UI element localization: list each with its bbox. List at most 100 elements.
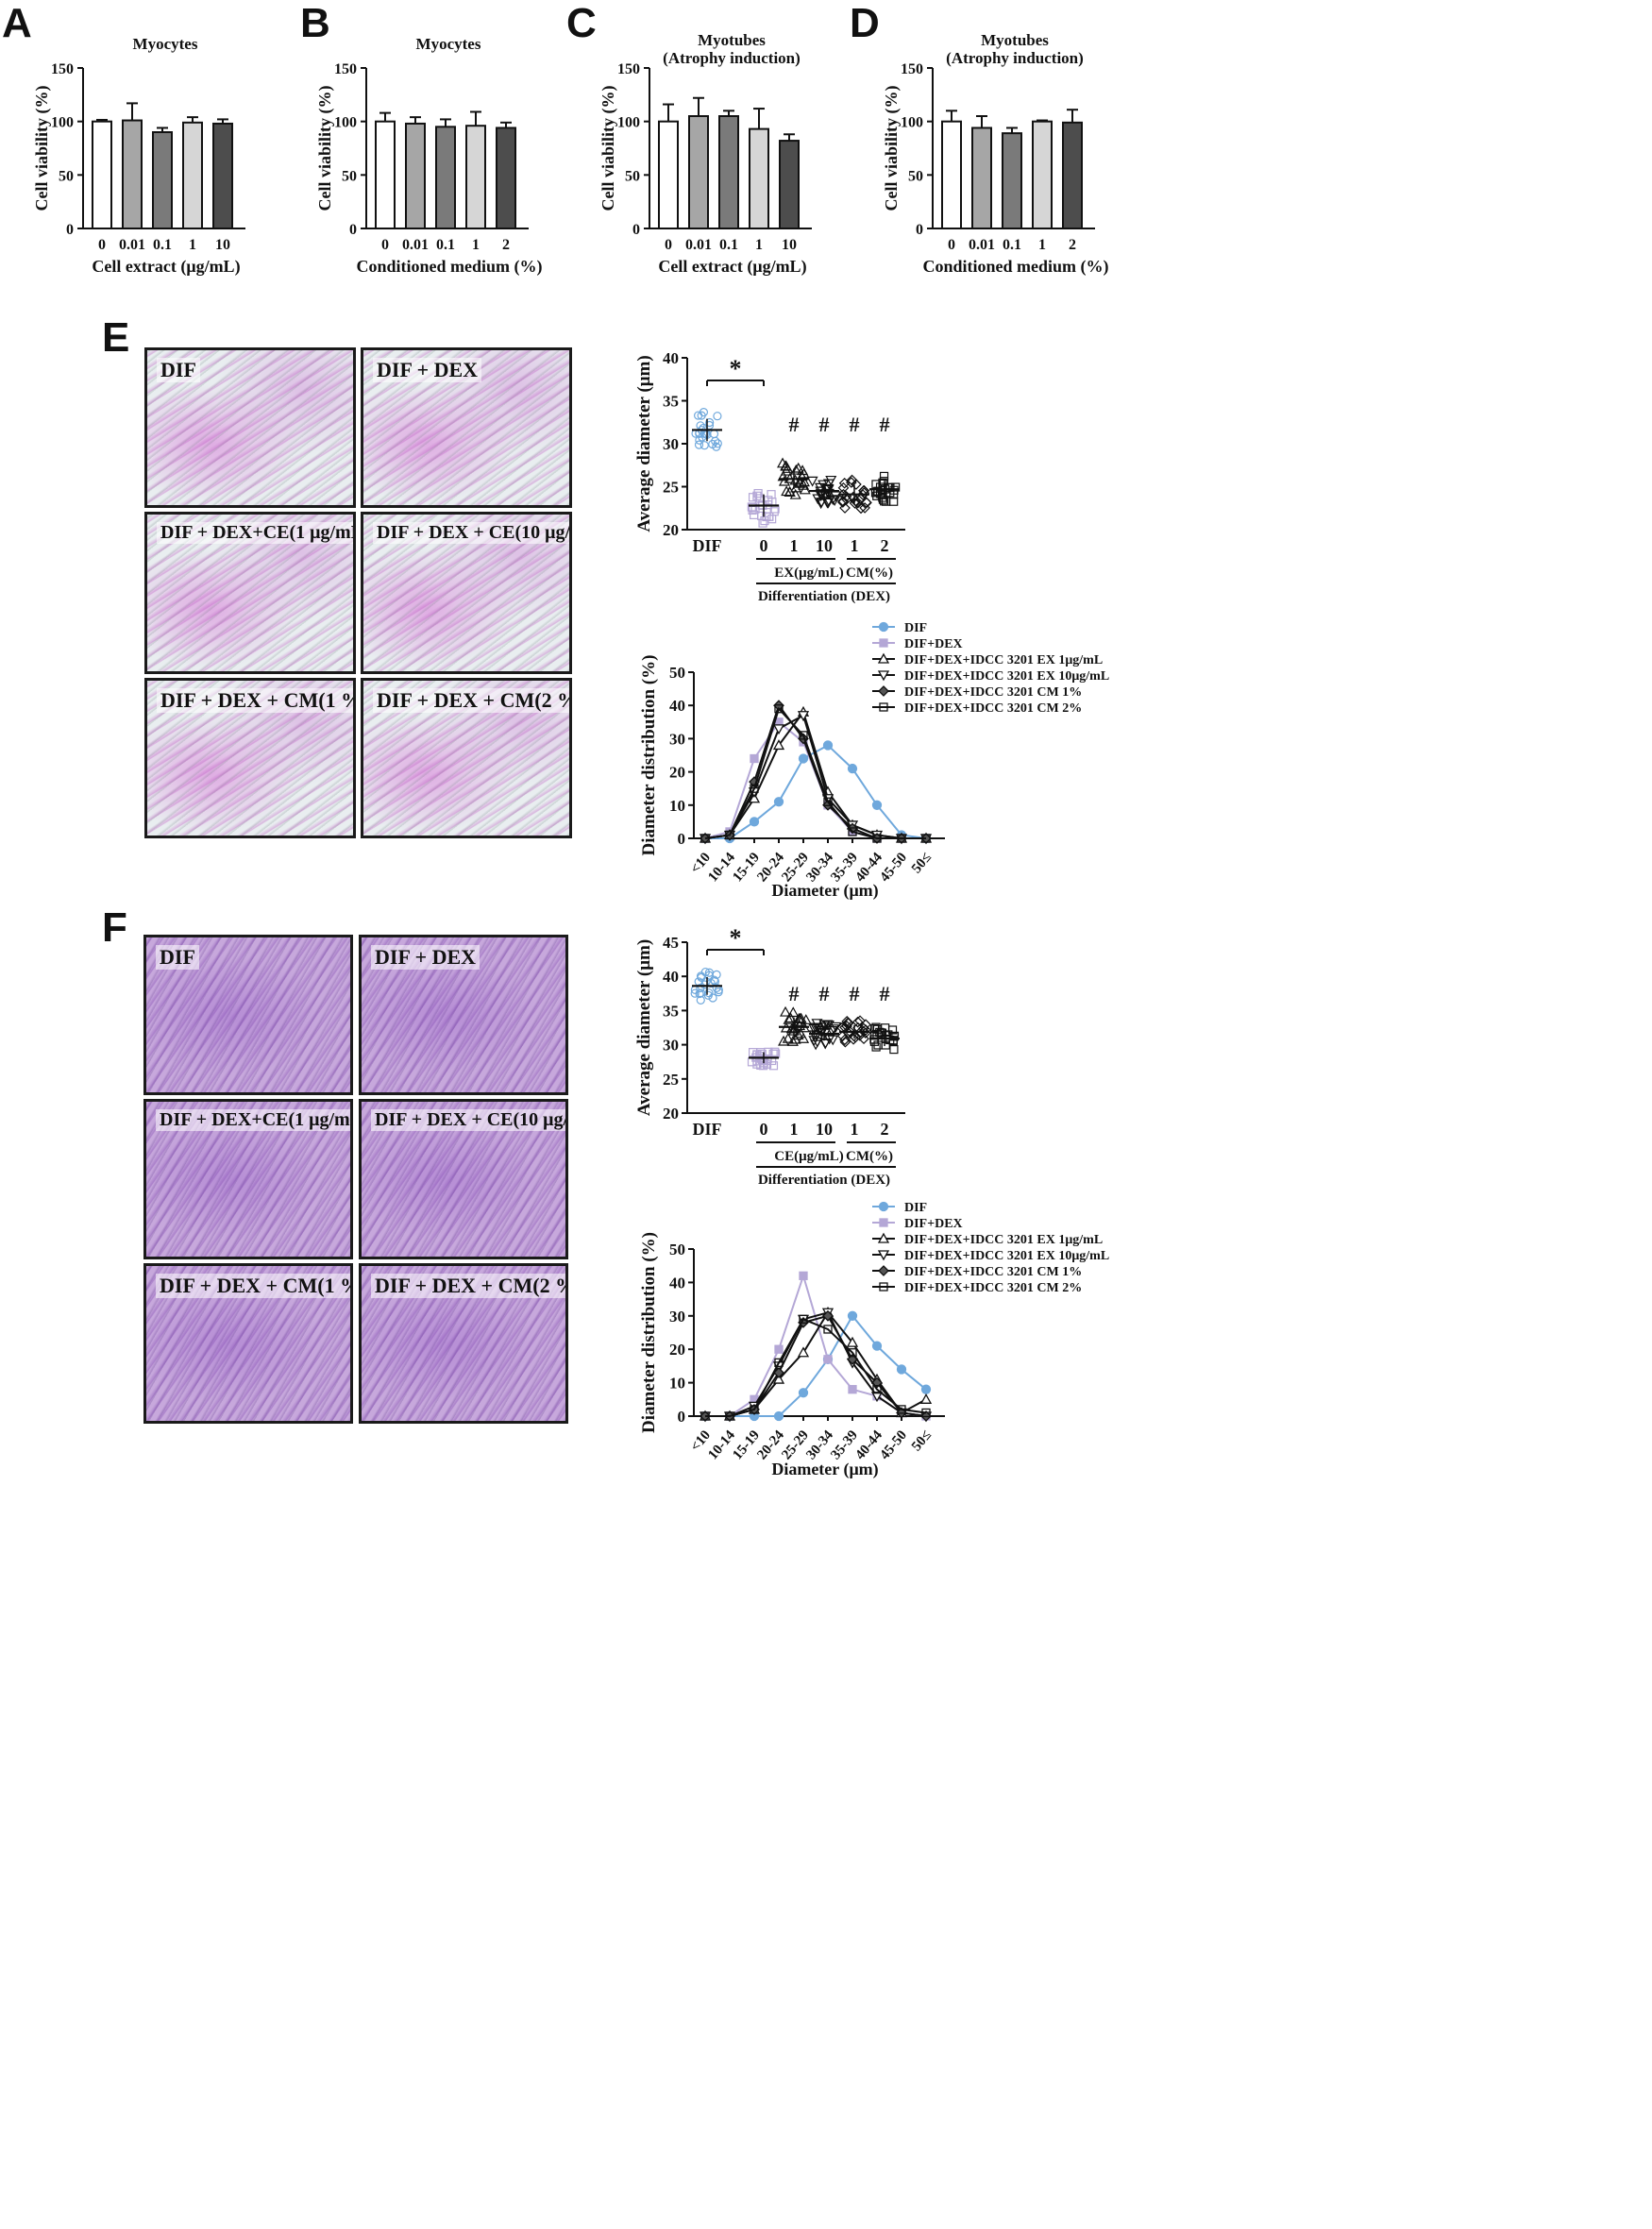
panel-letter-b: B xyxy=(300,0,330,46)
y-tick-label: 20 xyxy=(669,764,685,782)
data-point xyxy=(798,476,810,487)
data-point xyxy=(696,971,706,981)
data-point xyxy=(700,441,709,450)
series-line xyxy=(704,706,926,839)
data-point xyxy=(798,1033,810,1043)
bar xyxy=(496,127,516,229)
data-point xyxy=(748,792,761,803)
bar xyxy=(182,121,203,229)
data-point xyxy=(823,1034,835,1045)
x-tick-label: 1 xyxy=(851,1120,859,1139)
bar xyxy=(971,127,992,229)
data-point xyxy=(792,462,804,473)
x-tick-label: 1 xyxy=(189,237,196,253)
y-tick-label: 50 xyxy=(669,1241,685,1258)
data-point xyxy=(919,1393,933,1404)
micrograph-label: DIF + DEX + CE(10 μg/mL) xyxy=(373,522,569,544)
micrograph-f-5: DIF + DEX + CM(1 %) xyxy=(143,1263,353,1424)
micrograph-f-4: DIF + DEX + CE(10 μg/mL) xyxy=(359,1099,568,1259)
bar xyxy=(718,115,739,229)
data-point xyxy=(773,797,784,807)
data-point xyxy=(709,430,719,439)
series-line xyxy=(705,1314,927,1417)
data-point xyxy=(837,488,850,500)
data-point xyxy=(700,1411,710,1421)
group-label: CM(%) xyxy=(846,566,893,581)
data-point xyxy=(872,1024,883,1034)
data-point xyxy=(778,1035,790,1046)
data-point xyxy=(879,638,888,648)
legend-label: DIF+DEX xyxy=(904,637,963,651)
y-tick-label: 30 xyxy=(663,435,679,453)
series-line xyxy=(705,1318,927,1417)
data-point xyxy=(787,1006,800,1018)
data-point xyxy=(822,740,834,751)
legend-label: DIF xyxy=(904,621,927,635)
y-tick-label: 0 xyxy=(678,1408,686,1426)
y-tick-label: 100 xyxy=(617,115,640,131)
data-point xyxy=(705,417,715,428)
y-tick-label: 0 xyxy=(916,222,923,238)
data-point xyxy=(878,1201,889,1212)
data-point xyxy=(799,1314,808,1324)
data-point xyxy=(778,475,791,486)
legend-label: DIF+DEX xyxy=(904,1217,963,1231)
data-point xyxy=(797,711,810,722)
x-axis-label: Conditioned medium (%) xyxy=(922,257,1108,277)
micrograph-e-5: DIF + DEX + CM(1 %) xyxy=(144,678,356,838)
x-tick-label: 30-34 xyxy=(803,850,836,885)
data-point xyxy=(798,1388,809,1398)
x-tick-label: 0.1 xyxy=(1003,237,1021,253)
legend-label: DIF+DEX+IDCC 3201 EX 1μg/mL xyxy=(904,1233,1103,1247)
x-tick-label: 25-29 xyxy=(779,1427,812,1462)
significance-hash: # xyxy=(880,413,890,436)
y-axis-label: Cell viability (%) xyxy=(315,86,335,211)
data-point xyxy=(889,1045,899,1055)
data-point xyxy=(697,411,706,420)
x-tick-label: 0.01 xyxy=(119,237,145,253)
y-tick-label: 20 xyxy=(669,1341,685,1359)
data-point xyxy=(725,830,734,840)
panel-letter-e: E xyxy=(102,314,130,361)
y-tick-label: 20 xyxy=(663,521,679,539)
data-point xyxy=(798,753,809,764)
series-line xyxy=(705,1310,927,1417)
micrograph-label: DIF + DEX + CM(1 %) xyxy=(157,688,353,713)
data-point xyxy=(774,704,784,714)
x-tick-label: 2 xyxy=(881,536,889,555)
bar xyxy=(1032,120,1053,230)
y-axis-label: Average diameter (μm) xyxy=(634,355,654,532)
data-point xyxy=(797,1346,810,1358)
micrograph-label: DIF + DEX + CE(10 μg/mL) xyxy=(371,1109,565,1131)
bar xyxy=(658,120,679,230)
bar xyxy=(375,120,396,230)
x-tick-label: 10 xyxy=(782,237,797,253)
data-point xyxy=(750,753,759,764)
data-point xyxy=(829,496,841,507)
x-tick-label: 10-14 xyxy=(705,1427,738,1462)
micrograph-e-1: DIF xyxy=(144,347,356,508)
micrograph-e-4: DIF + DEX + CE(10 μg/mL) xyxy=(361,512,572,674)
data-point xyxy=(851,1016,864,1028)
significance-star: * xyxy=(730,355,742,382)
x-tick-label: 1 xyxy=(790,536,799,555)
data-point xyxy=(878,685,889,697)
data-point xyxy=(810,1030,822,1041)
data-point xyxy=(708,993,717,1003)
data-point xyxy=(878,478,887,487)
data-point xyxy=(799,731,808,740)
x-tick-label: 1 xyxy=(755,237,763,253)
data-point xyxy=(815,498,827,510)
data-point xyxy=(772,739,785,751)
y-tick-label: 0 xyxy=(632,222,640,238)
y-tick-label: 0 xyxy=(66,222,74,238)
bar xyxy=(122,119,143,229)
significance-hash: # xyxy=(850,413,860,436)
y-tick-label: 0 xyxy=(349,222,357,238)
data-point xyxy=(694,440,704,449)
data-point xyxy=(750,784,759,793)
data-point xyxy=(825,475,837,486)
data-point xyxy=(878,1265,889,1276)
y-tick-label: 100 xyxy=(901,115,923,131)
data-point xyxy=(855,502,867,515)
